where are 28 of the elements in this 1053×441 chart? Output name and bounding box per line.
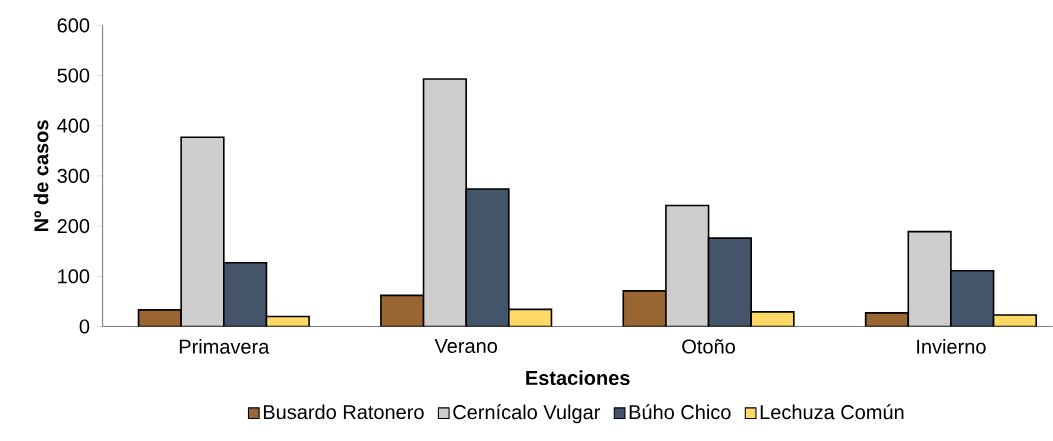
bar [907,230,952,327]
legend-label: Cernícalo Vulgar [453,404,601,424]
bar [180,136,225,327]
bar [422,78,467,327]
bar [950,269,995,327]
y-tick-label: 300 [57,168,90,183]
y-tick-label: 100 [58,269,90,284]
bar [707,237,752,327]
bar [508,308,553,327]
bar [665,204,710,327]
bar [380,294,425,327]
x-tick-label: Invierno [917,339,986,354]
x-tick-label: Primavera [179,339,270,354]
y-axis-title: Nº de casos [33,120,49,231]
legend-label: Búho Chico [629,404,731,420]
y-tick-label: 500 [57,68,90,83]
x-tick-label: Otoño [682,339,735,354]
bar [622,290,667,327]
bar [223,261,268,327]
y-tick-label: 400 [57,118,90,133]
legend-label: Busardo Ratonero [263,404,424,420]
y-tick-label: 0 [79,319,90,334]
bar [465,188,510,327]
y-tick-label: 200 [57,218,90,234]
y-tick-label: 600 [57,18,90,33]
x-tick-label: Verano [434,339,498,353]
legend-label: Lechuza Común [760,404,904,420]
x-axis-title: Estaciones [526,370,630,386]
